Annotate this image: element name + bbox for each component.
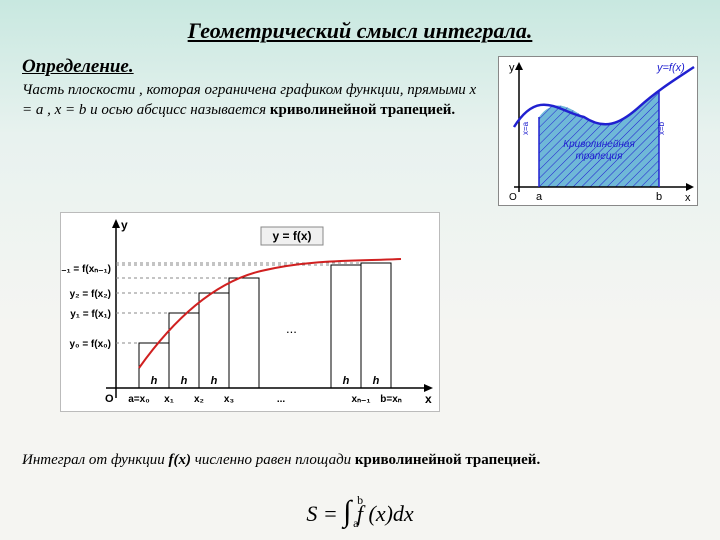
riemann-bar (229, 278, 259, 388)
xa-label: x=a (521, 121, 530, 135)
formula: S = ∫ba f (x)dx (0, 495, 720, 529)
figure-riemann: y x O y = f(x) a=x₀x₁x₂x₃...xₙ₋₁b=xₙhhhh… (60, 212, 440, 412)
y-label: y (509, 62, 515, 74)
r-y-label: y (121, 218, 128, 232)
r-ellipsis: ... (286, 321, 297, 336)
r-y-label-item: y₂ = f(x₂) (70, 289, 111, 300)
x-label: x (685, 192, 691, 204)
page-title: Геометрический смысл интеграла. (0, 0, 720, 56)
r-x-label: x (425, 392, 432, 406)
r-y-label-item: y₁ = f(x₁) (70, 309, 111, 320)
figure-riemann-svg: y x O y = f(x) a=x₀x₁x₂x₃...xₙ₋₁b=xₙhhhh… (61, 213, 441, 413)
r-xtick: b=xₙ (380, 394, 402, 405)
y-axis-arrow (515, 62, 523, 70)
figure-trapezoid-svg: y x O a b y=f(x) x=a x=b Криволинейная т… (499, 57, 699, 207)
region-label-1: Криволинейная (563, 139, 635, 150)
b-label: b (656, 191, 662, 203)
definition-text: Часть плоскости , которая ограничена гра… (22, 80, 484, 121)
formula-b: b (357, 493, 363, 508)
riemann-bar (199, 293, 229, 388)
r-h-label: h (211, 375, 218, 387)
r-h-label: h (181, 375, 188, 387)
r-x-arrow (424, 384, 433, 392)
formula-S: S (306, 501, 317, 526)
origin-label: O (509, 192, 517, 203)
footer-fn: f(x) (169, 452, 192, 468)
r-y-label-item: yₙ₋₁ = f(xₙ₋₁) (61, 264, 111, 275)
r-h-label: h (151, 375, 158, 387)
definition-block: Определение. Часть плоскости , которая о… (22, 56, 484, 206)
r-y-label-item: y₀ = f(x₀) (69, 339, 111, 350)
r-y-arrow (112, 219, 120, 228)
r-fn-label: y = f(x) (272, 229, 311, 243)
definition-heading: Определение. (22, 56, 484, 78)
formula-eq: = (317, 501, 343, 526)
formula-a: a (353, 516, 358, 531)
r-xtick: x₁ (164, 394, 174, 405)
r-xtick: ... (277, 394, 286, 405)
r-xtick: x₃ (224, 394, 235, 405)
xb-label: x=b (657, 121, 666, 135)
region-label-2: трапеция (576, 151, 624, 162)
r-origin: O (105, 393, 114, 405)
definition-row: Определение. Часть плоскости , которая о… (0, 56, 720, 206)
footer-mid: численно равен площади (191, 452, 355, 468)
definition-term: криволинейной трапецией. (270, 102, 455, 118)
r-h-label: h (343, 375, 350, 387)
x-axis-arrow (686, 183, 694, 191)
riemann-bar (361, 263, 391, 388)
r-h-label: h (373, 375, 380, 387)
footer-pre: Интеграл от функции (22, 452, 169, 468)
formula-int: ∫ba (343, 495, 351, 529)
r-xtick: xₙ₋₁ (352, 394, 371, 405)
r-xtick: a=x₀ (128, 394, 149, 405)
figure-riemann-wrap: y x O y = f(x) a=x₀x₁x₂x₃...xₙ₋₁b=xₙhhhh… (0, 206, 720, 412)
footer-bold: криволинейной трапецией. (355, 452, 540, 468)
a-label: a (536, 191, 543, 203)
r-xtick: x₂ (194, 394, 204, 405)
figure-trapezoid: y x O a b y=f(x) x=a x=b Криволинейная т… (498, 56, 698, 206)
formula-int-sym: ∫ (343, 495, 351, 528)
footer-text: Интеграл от функции f(x) численно равен … (22, 450, 698, 470)
riemann-bar (331, 265, 361, 388)
fn-label: y=f(x) (656, 62, 685, 74)
